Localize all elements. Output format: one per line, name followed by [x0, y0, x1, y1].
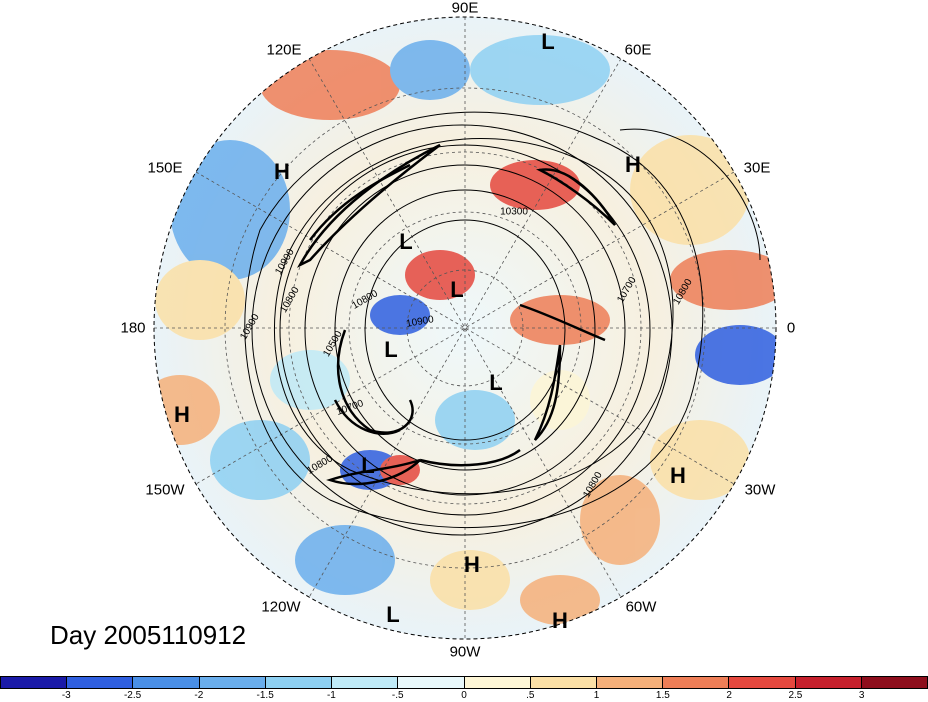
lon-label-60w: 60W: [625, 598, 657, 616]
colorbar-box: [795, 677, 862, 688]
colorbar-box: [729, 677, 796, 688]
low-center-marker: L: [489, 370, 503, 395]
colorbar-box: [265, 677, 333, 688]
high-center-marker: H: [464, 552, 480, 577]
low-center-marker: L: [399, 229, 413, 254]
lon-label-120w: 120W: [261, 598, 301, 616]
colorbar-tick-label: -.5: [391, 690, 404, 701]
colorbar-tick-label: -1: [326, 690, 336, 701]
high-center-marker: H: [174, 402, 190, 427]
colorbar-tick-label: 1: [593, 690, 600, 701]
map-border: [153, 16, 777, 640]
colorbar-box: [663, 677, 730, 688]
colorbar-tick-label: 1.5: [655, 690, 670, 701]
colorbar-box: [530, 677, 597, 688]
colorbar-tick-label: 0: [461, 690, 467, 701]
lon-label-60e: 60E: [624, 41, 652, 59]
lon-label-90e: 90E: [451, 0, 479, 17]
colorbar-box: [398, 677, 465, 688]
colorbar-box: [67, 677, 134, 688]
low-center-marker: L: [386, 602, 400, 627]
map-title: Day 2005110912: [50, 620, 247, 650]
lon-label-30e: 30E: [743, 159, 771, 177]
lon-label-180: 180: [120, 319, 146, 337]
colorbar-tick-label: -1.5: [256, 690, 274, 701]
colorbar-box: [199, 677, 266, 688]
contour-label: 10300: [500, 206, 528, 218]
colorbar-tick-label: -2.5: [123, 690, 142, 701]
colorbar-tick-label: 3: [858, 690, 865, 701]
colorbar: [0, 676, 928, 689]
colorbar-labels: -3 -2.5 -2 -1.5 -1 -.5 0 .5 1 1.5 2 2.5 3: [0, 690, 928, 702]
lon-label-150e: 150E: [147, 159, 183, 177]
colorbar-box: [464, 677, 531, 688]
lon-label-150w: 150W: [145, 481, 185, 499]
colorbar-box: [133, 677, 200, 688]
lon-label-90w: 90W: [449, 643, 481, 661]
low-center-marker: L: [450, 277, 464, 302]
lon-label-30w: 30W: [744, 481, 776, 499]
colorbar-tick-label: -3: [61, 690, 71, 701]
high-center-marker: H: [625, 152, 641, 177]
colorbar-box: [861, 677, 928, 688]
height-contours: [244, 111, 761, 536]
high-center-marker: H: [274, 159, 290, 184]
colorbar-tick-label: 2: [726, 690, 732, 701]
colorbar-tick-label: 2.5: [788, 690, 803, 701]
jet-contours: [296, 143, 617, 486]
lon-label-0: 0: [786, 319, 796, 337]
low-center-marker: L: [361, 453, 375, 478]
colorbar-box: [1, 677, 68, 688]
colorbar-tick-label: -2: [194, 690, 204, 701]
low-center-marker: L: [384, 337, 398, 362]
colorbar-box: [332, 677, 399, 688]
lon-label-120e: 120E: [266, 41, 302, 59]
colorbar-tick-label: .5: [526, 690, 535, 701]
high-center-marker: H: [670, 463, 686, 488]
low-center-marker: L: [541, 29, 555, 54]
high-center-marker: H: [552, 608, 568, 633]
colorbar-box: [596, 677, 664, 688]
